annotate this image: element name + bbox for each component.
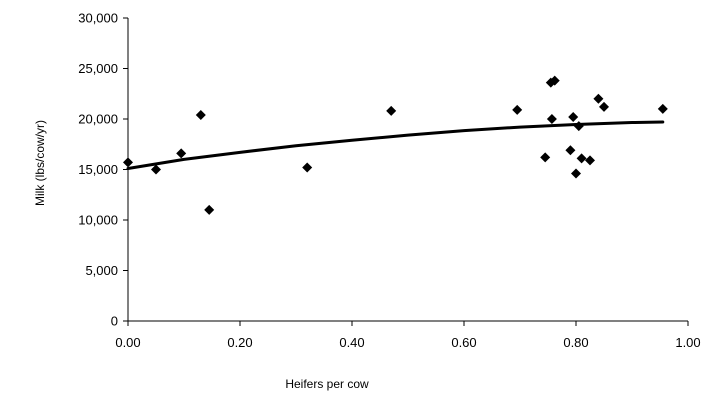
y-axis-title: Milk (lbs/cow/yr) (33, 120, 47, 206)
x-tick-label: 0.60 (451, 335, 476, 350)
data-point (568, 111, 579, 122)
y-tick-label: 15,000 (78, 162, 118, 177)
data-point (386, 105, 397, 116)
data-point (585, 155, 595, 166)
x-tick-label: 1.00 (675, 335, 700, 350)
x-tick-label: 0.00 (115, 335, 140, 350)
data-point (176, 148, 187, 159)
x-axis-title: Heifers per cow (285, 377, 369, 391)
y-tick-label: 20,000 (78, 112, 118, 127)
data-point (195, 109, 206, 120)
data-point (151, 164, 161, 175)
trend-line (126, 120, 665, 170)
data-point (540, 152, 551, 163)
data-point (657, 103, 668, 114)
x-tick-label: 0.20 (227, 335, 252, 350)
y-tick-label: 5,000 (85, 263, 118, 278)
axes (127, 18, 688, 322)
y-axis-ticks: 0 5,000 10,000 15,000 20,000 25,000 30,000 (78, 11, 128, 329)
data-point (571, 168, 581, 179)
data-point (204, 204, 215, 215)
x-tick-label: 0.40 (339, 335, 364, 350)
data-point (599, 101, 609, 112)
data-point (123, 157, 133, 168)
data-point (302, 162, 313, 173)
data-point (573, 121, 584, 132)
y-tick-label: 10,000 (78, 213, 118, 228)
y-tick-label: 0 (111, 314, 118, 329)
y-tick-label: 30,000 (78, 11, 118, 26)
data-point (549, 75, 560, 86)
x-axis-ticks: 0.00 0.20 0.40 0.60 0.80 1.00 (115, 321, 701, 350)
x-tick-label: 0.80 (563, 335, 588, 350)
data-point (546, 114, 557, 124)
y-tick-label: 25,000 (78, 61, 118, 76)
data-point (565, 145, 576, 156)
data-point (576, 153, 587, 164)
data-point (512, 104, 523, 115)
data-points (123, 75, 668, 215)
data-point (593, 93, 604, 104)
